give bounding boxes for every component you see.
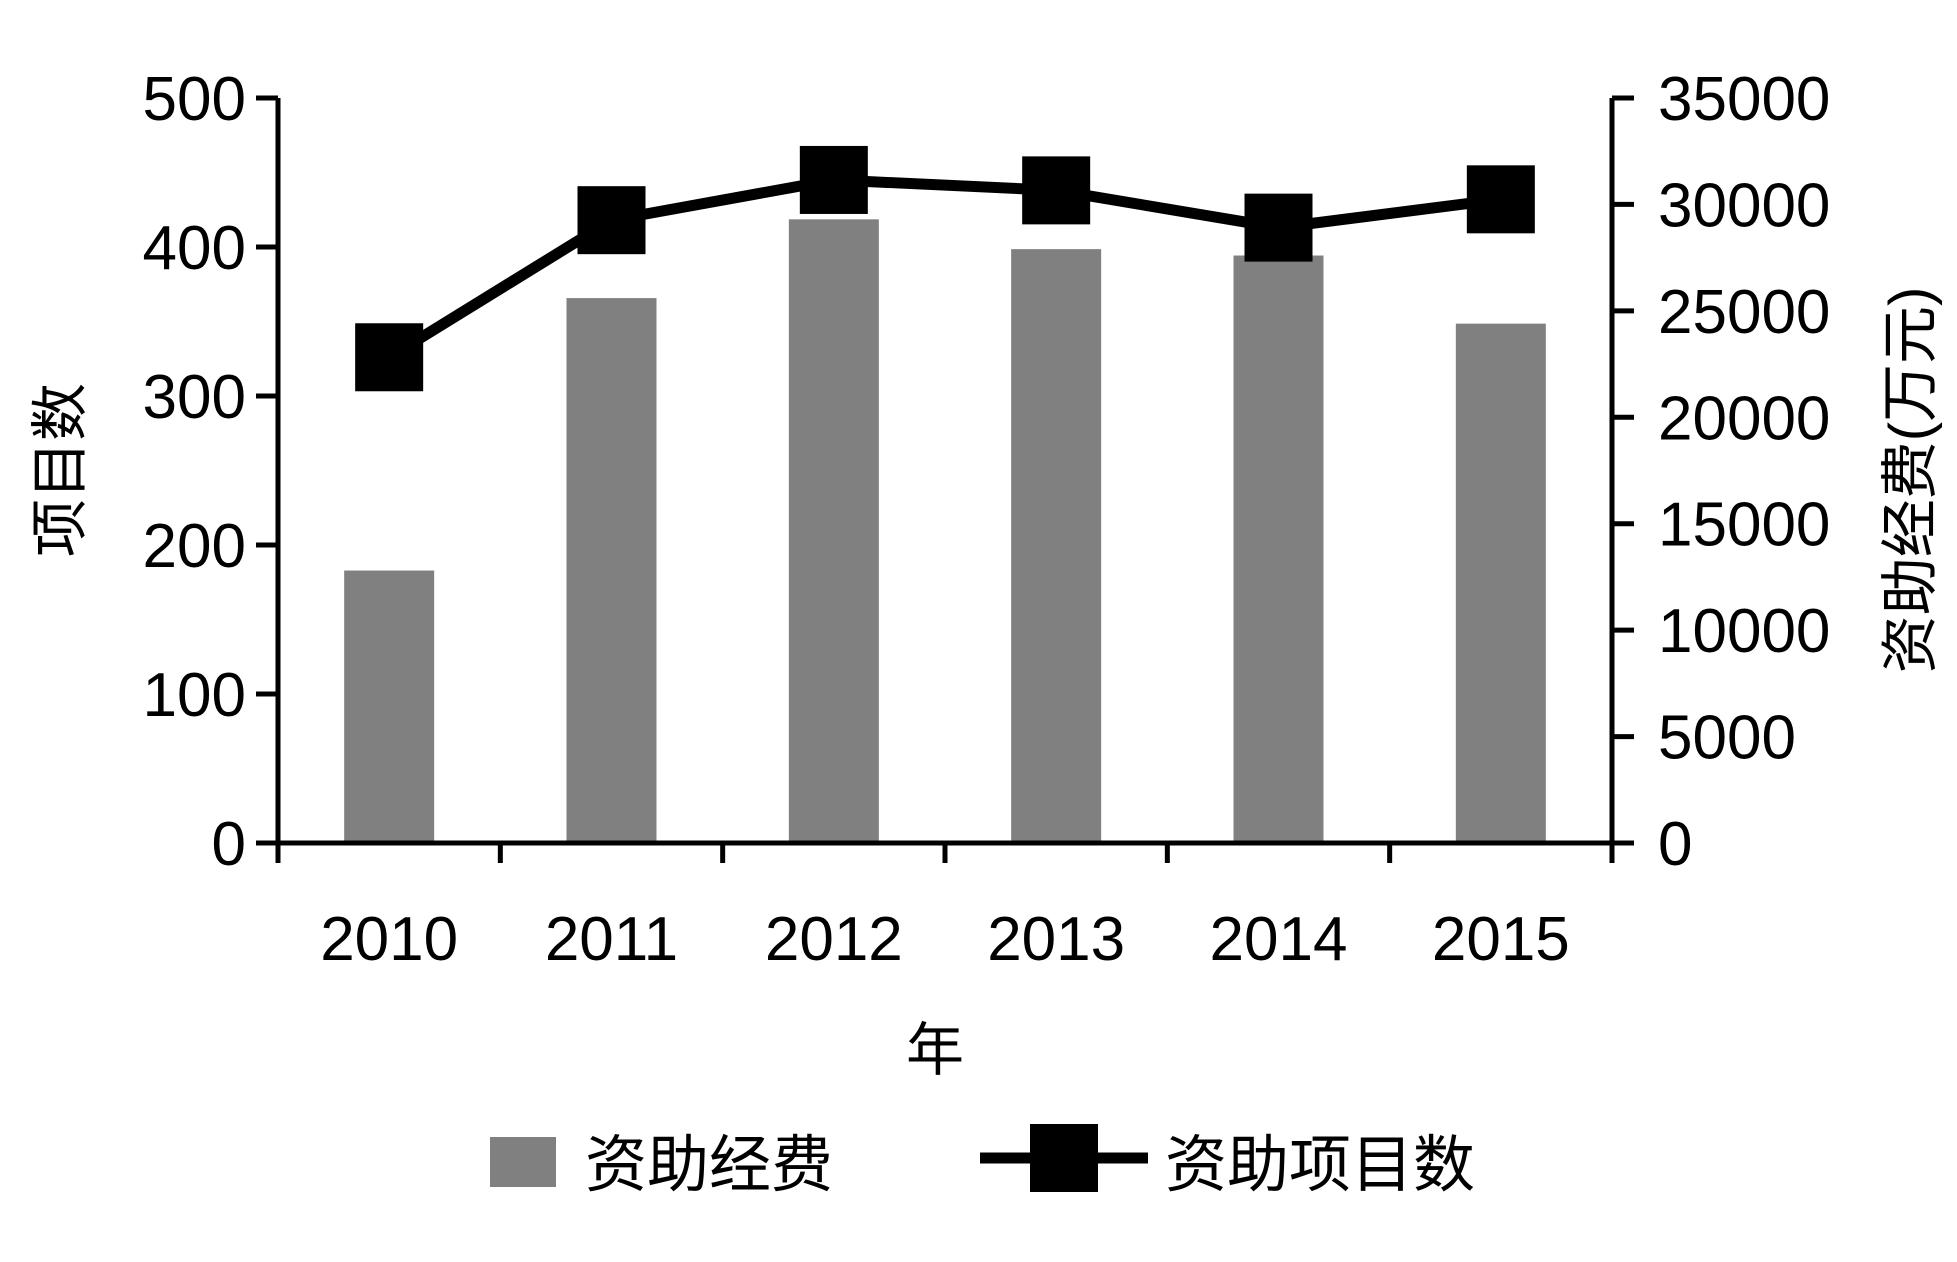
bar-2013 — [1011, 249, 1102, 844]
left-tick-label: 0 — [212, 810, 246, 879]
right-axis-title: 资助经费(万元) — [1878, 287, 1943, 674]
legend-bar-swatch — [490, 1137, 556, 1187]
left-tick-label: 500 — [143, 65, 246, 134]
left-axis-title: 项目数 — [28, 383, 93, 557]
x-tick-label: 2011 — [545, 905, 678, 974]
x-tick-label: 2013 — [987, 905, 1125, 974]
bar-2010 — [344, 570, 435, 843]
bar-2015 — [1455, 323, 1546, 844]
x-tick-label: 2010 — [320, 905, 458, 974]
legend-line-label: 资助项目数 — [1165, 1131, 1475, 1200]
line-point-2012 — [799, 145, 868, 214]
bar-2014 — [1233, 255, 1324, 843]
x-tick-label: 2012 — [765, 905, 903, 974]
right-tick-label: 20000 — [1658, 384, 1830, 453]
labels-layer: 0100200300400500050001000015000200002500… — [28, 65, 1943, 1083]
line-series — [386, 174, 1502, 362]
line-point-2015 — [1466, 165, 1535, 234]
legend: 资助经费 资助项目数 — [490, 1124, 1475, 1200]
legend-bar-label: 资助经费 — [585, 1131, 833, 1200]
line-point-2014 — [1244, 193, 1313, 262]
x-axis-title: 年 — [906, 1018, 964, 1083]
left-tick-label: 100 — [143, 661, 246, 730]
left-tick-label: 200 — [143, 512, 246, 581]
x-tick-label: 2015 — [1432, 905, 1570, 974]
right-tick-label: 15000 — [1658, 491, 1830, 560]
line-point-2013 — [1022, 156, 1091, 225]
legend-line-marker — [1030, 1124, 1098, 1192]
right-tick-label: 5000 — [1658, 704, 1796, 773]
line-point-2011 — [577, 186, 646, 255]
right-tick-label: 25000 — [1658, 278, 1830, 347]
right-tick-label: 30000 — [1658, 171, 1830, 240]
left-tick-label: 300 — [143, 363, 246, 432]
bar-2011 — [566, 298, 657, 844]
x-tick-label: 2014 — [1210, 905, 1348, 974]
line-layer — [355, 145, 1535, 392]
right-tick-label: 35000 — [1658, 65, 1830, 134]
right-tick-label: 10000 — [1658, 597, 1830, 666]
bars-layer — [344, 219, 1546, 844]
right-tick-label: 0 — [1658, 810, 1692, 879]
line-point-2010 — [355, 323, 424, 392]
axes-layer — [256, 95, 1634, 863]
bar-2012 — [788, 219, 879, 844]
left-tick-label: 400 — [143, 214, 246, 283]
